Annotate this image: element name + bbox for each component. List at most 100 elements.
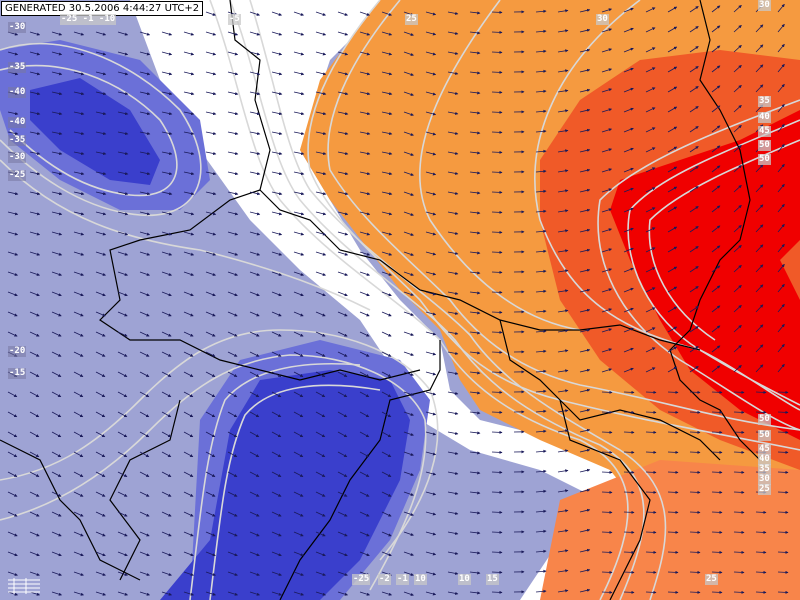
wind-arrow bbox=[337, 591, 349, 596]
wind-arrow bbox=[73, 31, 85, 36]
wind-arrow bbox=[425, 211, 437, 216]
wind-arrow bbox=[535, 529, 547, 533]
wind-arrow bbox=[7, 271, 19, 276]
wind-arrow bbox=[469, 111, 481, 115]
wind-arrow bbox=[29, 231, 41, 236]
wind-arrow bbox=[117, 131, 129, 136]
wind-arrow bbox=[579, 28, 591, 33]
wind-arrow bbox=[73, 71, 85, 76]
wind-arrow bbox=[205, 371, 216, 377]
wind-arrow bbox=[95, 271, 107, 276]
wind-arrow bbox=[469, 331, 481, 335]
isoline-value-label: 40 bbox=[758, 112, 771, 123]
wind-arrow bbox=[293, 71, 305, 76]
wind-arrow bbox=[315, 231, 327, 236]
wind-arrow bbox=[425, 371, 437, 376]
wind-arrow bbox=[579, 68, 591, 73]
wind-arrow bbox=[117, 171, 129, 176]
wind-arrow bbox=[117, 231, 129, 236]
wind-arrow bbox=[29, 211, 41, 216]
wind-arrow bbox=[381, 11, 393, 16]
wind-arrow bbox=[469, 591, 481, 595]
wind-arrow bbox=[205, 571, 216, 576]
wind-arrow bbox=[381, 31, 393, 36]
wind-arrow bbox=[51, 31, 63, 36]
wind-arrow bbox=[491, 410, 503, 414]
wind-arrow bbox=[139, 151, 151, 156]
wind-arrow bbox=[161, 271, 173, 276]
wind-arrow bbox=[777, 490, 789, 494]
wind-arrow bbox=[183, 271, 195, 276]
wind-arrow bbox=[623, 27, 634, 33]
isoline-value-label: 35 bbox=[758, 464, 771, 475]
wind-arrow bbox=[535, 209, 547, 213]
wind-arrow bbox=[777, 263, 785, 273]
wind-arrow bbox=[733, 84, 742, 93]
wind-arrow bbox=[557, 509, 569, 513]
wind-arrow bbox=[645, 287, 656, 293]
wind-arrow bbox=[139, 371, 150, 377]
wind-arrow bbox=[161, 371, 172, 377]
wind-arrow bbox=[359, 111, 371, 116]
wind-arrow bbox=[7, 131, 19, 136]
wind-arrow bbox=[491, 70, 503, 74]
wind-arrow bbox=[139, 291, 150, 297]
wind-arrow bbox=[29, 251, 41, 256]
wind-arrow bbox=[689, 550, 701, 554]
wind-arrow bbox=[755, 590, 767, 594]
wind-arrow bbox=[623, 227, 634, 233]
wind-arrow bbox=[667, 246, 678, 253]
wind-arrow bbox=[491, 170, 503, 174]
wind-arrow bbox=[139, 571, 150, 576]
wind-arrow bbox=[777, 323, 785, 333]
wind-arrow bbox=[337, 191, 349, 196]
wind-arrow bbox=[447, 291, 459, 295]
wind-arrow bbox=[711, 5, 721, 13]
wind-arrow bbox=[667, 570, 679, 574]
wind-arrow bbox=[271, 11, 283, 16]
wind-arrow bbox=[293, 391, 304, 398]
wind-arrow bbox=[535, 109, 547, 113]
wind-arrow bbox=[425, 11, 437, 16]
isoline-value-label: -25 bbox=[352, 574, 371, 585]
wind-arrow bbox=[447, 451, 459, 455]
wind-arrow bbox=[403, 51, 414, 56]
wind-arrow bbox=[139, 231, 151, 236]
wind-arrow bbox=[447, 51, 459, 55]
wind-arrow bbox=[777, 550, 789, 554]
wind-arrow bbox=[29, 471, 40, 477]
wind-arrow bbox=[689, 226, 699, 233]
wind-arrow bbox=[139, 591, 151, 596]
wind-arrow bbox=[403, 251, 414, 256]
wind-arrow bbox=[315, 511, 326, 517]
wind-arrow bbox=[227, 211, 239, 216]
wind-arrow bbox=[139, 171, 151, 176]
wind-arrow bbox=[689, 410, 701, 414]
wind-arrow bbox=[601, 268, 613, 273]
wind-arrow bbox=[403, 131, 414, 136]
wind-arrow bbox=[359, 191, 371, 196]
isoline-value-label: -5 bbox=[228, 14, 241, 25]
wind-arrow bbox=[183, 411, 194, 418]
wind-arrow bbox=[557, 249, 569, 253]
wind-arrow bbox=[183, 51, 195, 56]
wind-arrow bbox=[51, 291, 62, 297]
wind-arrow bbox=[293, 571, 304, 576]
wind-arrow bbox=[183, 451, 194, 458]
wind-arrow bbox=[469, 511, 481, 515]
wind-arrow bbox=[579, 408, 591, 413]
wind-arrow bbox=[117, 91, 129, 96]
wind-arrow bbox=[469, 251, 481, 255]
wind-arrow bbox=[117, 291, 128, 297]
wind-arrow bbox=[227, 451, 238, 458]
wind-arrow bbox=[667, 450, 679, 454]
wind-arrow bbox=[535, 489, 547, 493]
wind-arrow bbox=[227, 231, 239, 236]
wind-arrow bbox=[359, 91, 371, 96]
wind-arrow bbox=[645, 347, 656, 353]
wind-arrow bbox=[667, 470, 679, 474]
wind-arrow bbox=[359, 291, 370, 297]
wind-arrow bbox=[535, 169, 547, 173]
wind-arrow bbox=[337, 491, 348, 497]
wind-arrow bbox=[425, 91, 437, 96]
